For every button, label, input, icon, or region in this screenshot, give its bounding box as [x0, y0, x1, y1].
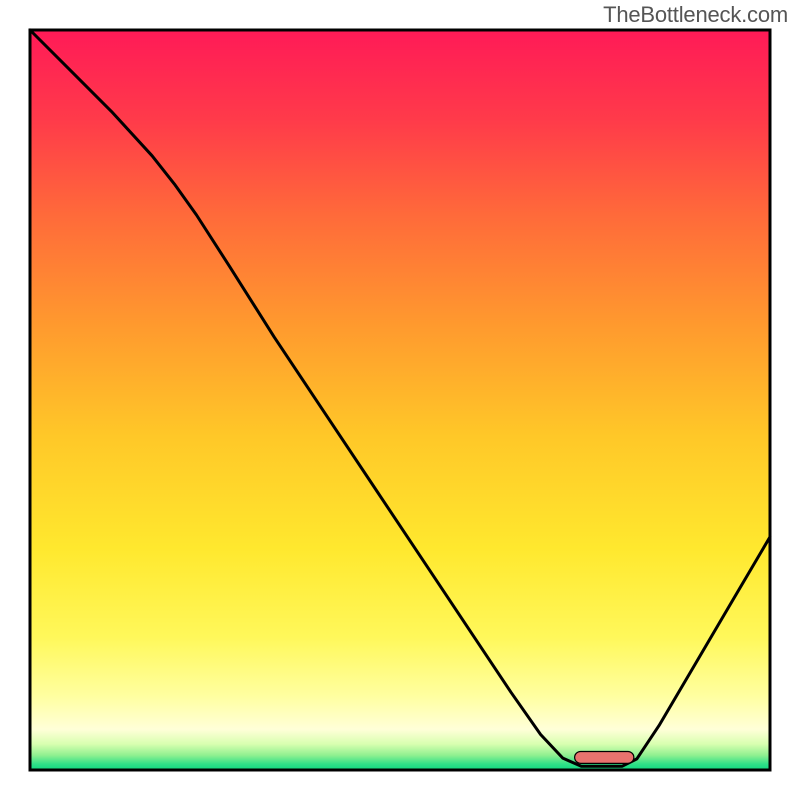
- plot-gradient-background: [30, 30, 770, 770]
- watermark-text: TheBottleneck.com: [603, 2, 788, 28]
- chart-canvas: TheBottleneck.com: [0, 0, 800, 800]
- chart-svg: [0, 0, 800, 800]
- optimal-marker: [575, 752, 634, 764]
